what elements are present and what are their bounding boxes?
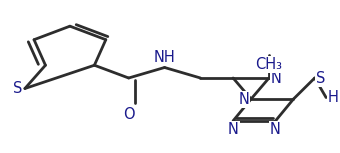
Text: S: S — [316, 71, 326, 86]
Text: N: N — [271, 71, 282, 86]
Text: N: N — [270, 122, 281, 137]
Text: NH: NH — [154, 50, 175, 65]
Text: S: S — [13, 81, 22, 96]
Text: N: N — [239, 91, 250, 106]
Text: N: N — [228, 122, 239, 137]
Text: O: O — [123, 107, 135, 122]
Text: CH₃: CH₃ — [255, 57, 283, 72]
Text: H: H — [328, 90, 339, 105]
